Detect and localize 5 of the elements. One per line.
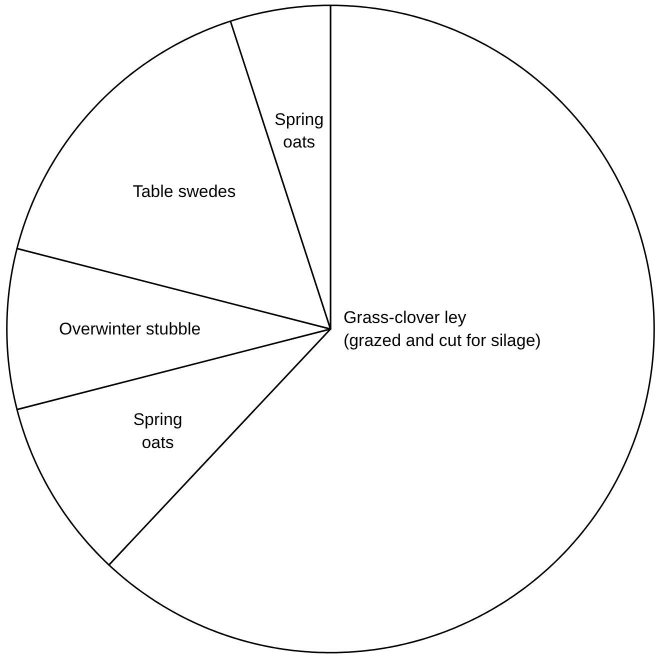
slice-label: Spring oats bbox=[133, 410, 182, 452]
slice-label: Grass-clover ley (grazed and cut for silage) bbox=[343, 308, 541, 350]
slice-label: Table swedes bbox=[132, 182, 236, 202]
slice-label: Overwinter stubble bbox=[58, 320, 201, 338]
slice-label: Spring oats bbox=[274, 110, 324, 152]
